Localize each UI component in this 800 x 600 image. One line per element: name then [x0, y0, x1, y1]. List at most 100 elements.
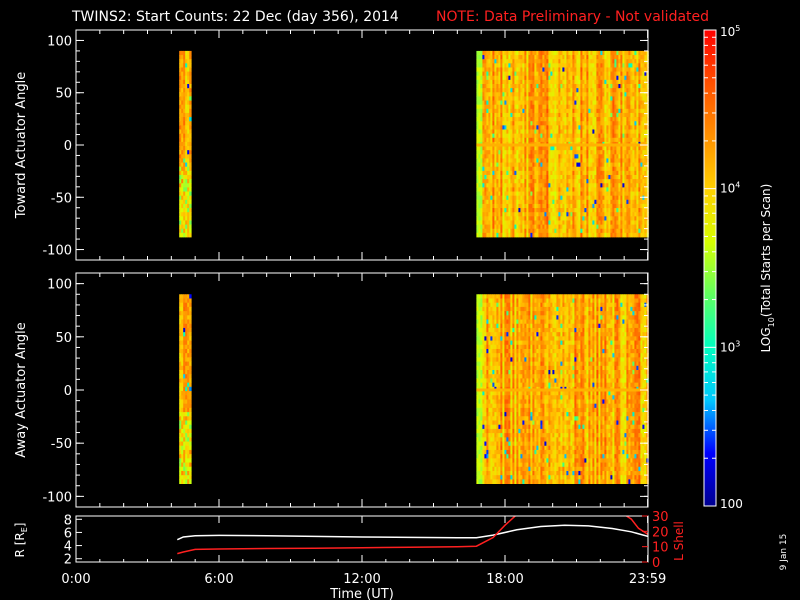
heatmap-cell — [486, 112, 489, 118]
heatmap-cell — [480, 187, 483, 192]
heatmap-cell — [620, 67, 623, 72]
heatmap-cell — [482, 83, 485, 89]
heatmap-cell — [512, 75, 515, 81]
heatmap-cell — [187, 344, 190, 350]
heatmap-cell — [582, 232, 585, 238]
heatmap-cell — [484, 327, 487, 333]
heatmap-cell — [584, 59, 587, 64]
heatmap-cell — [586, 146, 589, 151]
heatmap-cell — [610, 220, 613, 225]
heatmap-cell — [632, 170, 635, 176]
heatmap-cell — [528, 154, 531, 159]
heatmap-cell — [568, 232, 571, 238]
heatmap-cell — [181, 479, 184, 484]
heatmap-cell — [486, 412, 489, 417]
heatmap-cell — [189, 319, 192, 325]
heatmap-cell — [616, 232, 619, 238]
heatmap-cell — [478, 146, 481, 151]
heatmap-cell — [616, 67, 619, 72]
heatmap-cell — [566, 88, 569, 93]
heatmap-cell — [634, 96, 637, 101]
heatmap-cell — [616, 125, 619, 130]
heatmap-cell — [630, 100, 633, 106]
heatmap-cell — [185, 336, 188, 341]
heatmap-cell — [486, 71, 489, 77]
heatmap-cell — [626, 208, 629, 213]
heatmap-cell — [506, 170, 509, 176]
heatmap-cell — [540, 212, 543, 217]
heatmap-cell — [189, 183, 192, 188]
heatmap-cell — [596, 55, 599, 60]
heatmap-cell — [179, 378, 182, 384]
heatmap-cell — [640, 59, 643, 64]
heatmap-cell — [528, 166, 531, 172]
heatmap-cell — [496, 92, 499, 97]
heatmap-cell — [516, 88, 519, 93]
heatmap-cell — [606, 83, 609, 89]
heatmap-cell — [558, 133, 561, 139]
heatmap-cell — [488, 298, 491, 304]
heatmap-cell — [606, 125, 609, 130]
heatmap-cell — [526, 100, 529, 106]
heatmap-cell — [642, 104, 645, 110]
heatmap-cell — [502, 195, 505, 201]
heatmap-cell — [189, 199, 192, 205]
heatmap-cell — [544, 170, 547, 176]
heatmap-cell — [486, 117, 489, 122]
heatmap-cell — [476, 191, 479, 197]
heatmap-cell — [626, 199, 629, 205]
heatmap-cell — [596, 199, 599, 205]
heatmap-cell — [592, 183, 595, 188]
heatmap-cell — [578, 67, 581, 72]
heatmap-cell — [622, 108, 625, 114]
heatmap-cell — [498, 154, 501, 159]
heatmap-cell — [502, 75, 505, 81]
heatmap-cell — [179, 183, 182, 188]
heatmap-cell — [638, 232, 641, 238]
heatmap-cell — [622, 125, 625, 130]
heatmap-cell — [476, 454, 479, 459]
heatmap-cell — [560, 174, 563, 180]
heatmap-cell — [498, 117, 501, 122]
heatmap-cell — [570, 232, 573, 238]
heatmap-cell — [484, 344, 487, 350]
heatmap-cell — [636, 83, 639, 89]
heatmap-cell — [179, 208, 182, 213]
heatmap-cell — [538, 55, 541, 60]
heatmap-cell — [634, 100, 637, 106]
heatmap-cell — [488, 183, 491, 188]
heatmap-cell — [626, 232, 629, 238]
heatmap-cell — [644, 212, 647, 217]
heatmap-cell — [504, 125, 507, 130]
heatmap-cell — [556, 158, 559, 163]
heatmap-cell — [600, 170, 603, 176]
heatmap-cell — [480, 137, 483, 143]
heatmap-cell — [630, 158, 633, 163]
heatmap-cell — [518, 121, 521, 126]
heatmap-cell — [562, 63, 565, 68]
heatmap-cell — [558, 150, 561, 155]
heatmap-cell — [476, 220, 479, 225]
heatmap-cell — [486, 332, 489, 337]
heatmap-cell — [510, 63, 513, 68]
heatmap-cell — [520, 88, 523, 93]
heatmap-cell — [482, 232, 485, 238]
heatmap-cell — [610, 228, 613, 234]
heatmap-cell — [576, 137, 579, 143]
heatmap-cell — [568, 50, 571, 56]
heatmap-cell — [482, 458, 485, 463]
heatmap-cell — [544, 154, 547, 159]
heatmap-cell — [614, 162, 617, 168]
heatmap-cell — [642, 92, 645, 97]
heatmap-cell — [484, 187, 487, 192]
heatmap-cell — [542, 121, 545, 126]
heatmap-cell — [618, 216, 621, 221]
heatmap-cell — [614, 220, 617, 225]
heatmap-cell — [478, 311, 481, 316]
heatmap-cell — [588, 212, 591, 217]
heatmap-cell — [570, 146, 573, 151]
heatmap-cell — [183, 96, 186, 101]
heatmap-cell — [189, 117, 192, 122]
heatmap-cell — [568, 166, 571, 172]
heatmap-cell — [608, 191, 611, 197]
